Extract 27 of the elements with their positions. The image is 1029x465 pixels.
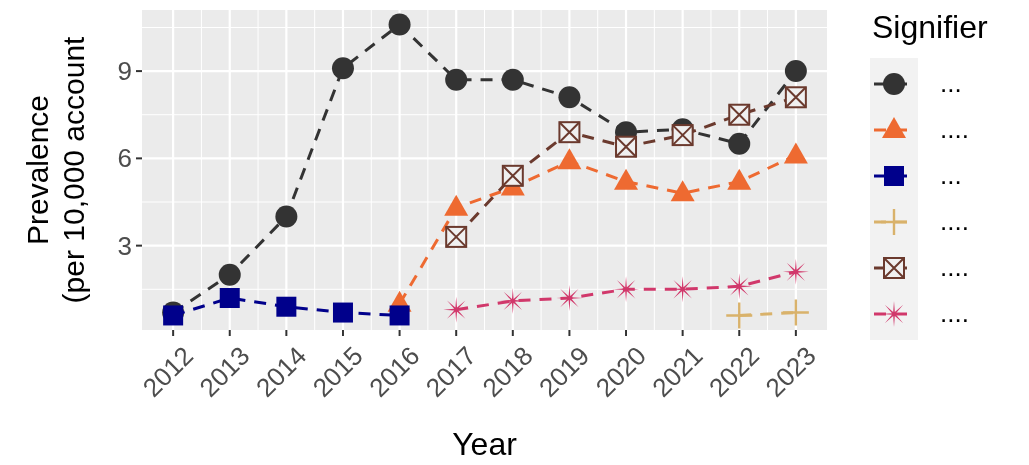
y-tick-label: 6: [117, 143, 132, 174]
point: [276, 296, 297, 317]
point: [782, 299, 809, 326]
point: [728, 132, 751, 155]
legend-label: ....: [940, 206, 969, 236]
legend-label: ....: [940, 114, 969, 144]
legend-label: ...: [940, 68, 962, 98]
legend-title: Signifier: [872, 9, 988, 45]
point: [219, 288, 240, 308]
y-axis-title: Prevalence (per 10,000 account: [21, 35, 90, 304]
point: [218, 263, 241, 286]
point: [558, 86, 581, 109]
legend-label: ....: [940, 252, 969, 282]
point: [275, 205, 298, 228]
point: [445, 68, 468, 91]
legend-label: ...: [940, 160, 962, 190]
point: [726, 302, 753, 329]
y-tick-label: 9: [117, 56, 132, 87]
point: [389, 305, 410, 326]
point: [388, 13, 411, 36]
point: [331, 57, 354, 80]
y-tick-label: 3: [117, 230, 132, 261]
x-axis-title: Year: [452, 426, 518, 462]
point: [784, 60, 807, 83]
point: [501, 68, 524, 91]
point: [332, 302, 353, 323]
legend-label: ....: [940, 298, 969, 328]
